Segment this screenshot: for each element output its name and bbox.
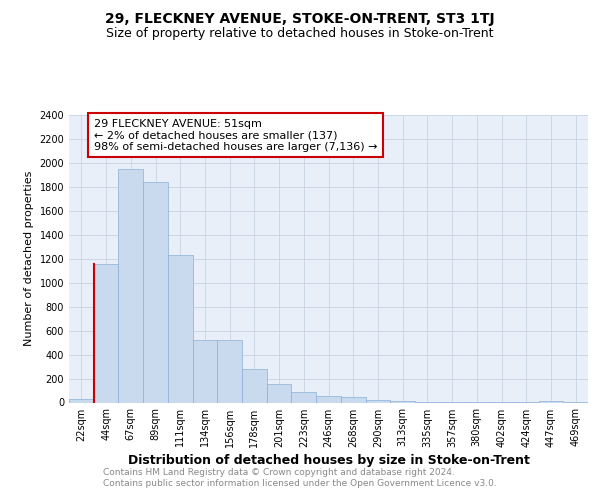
Bar bbox=[242, 369, 267, 402]
Bar bbox=[168, 255, 193, 402]
Bar bbox=[193, 340, 217, 402]
Bar bbox=[365, 400, 390, 402]
Bar bbox=[539, 401, 563, 402]
X-axis label: Distribution of detached houses by size in Stoke-on-Trent: Distribution of detached houses by size … bbox=[128, 454, 529, 466]
Text: 29 FLECKNEY AVENUE: 51sqm
← 2% of detached houses are smaller (137)
98% of semi-: 29 FLECKNEY AVENUE: 51sqm ← 2% of detach… bbox=[94, 118, 377, 152]
Bar bbox=[143, 182, 168, 402]
Bar bbox=[217, 340, 242, 402]
Y-axis label: Number of detached properties: Number of detached properties bbox=[24, 171, 34, 346]
Text: Size of property relative to detached houses in Stoke-on-Trent: Size of property relative to detached ho… bbox=[106, 28, 494, 40]
Bar bbox=[118, 169, 143, 402]
Bar bbox=[341, 397, 365, 402]
Text: Contains HM Land Registry data © Crown copyright and database right 2024.
Contai: Contains HM Land Registry data © Crown c… bbox=[103, 468, 497, 487]
Bar bbox=[292, 392, 316, 402]
Bar bbox=[390, 401, 415, 402]
Bar bbox=[94, 264, 118, 402]
Bar bbox=[69, 399, 94, 402]
Bar bbox=[316, 396, 341, 402]
Bar bbox=[267, 384, 292, 402]
Text: 29, FLECKNEY AVENUE, STOKE-ON-TRENT, ST3 1TJ: 29, FLECKNEY AVENUE, STOKE-ON-TRENT, ST3… bbox=[105, 12, 495, 26]
